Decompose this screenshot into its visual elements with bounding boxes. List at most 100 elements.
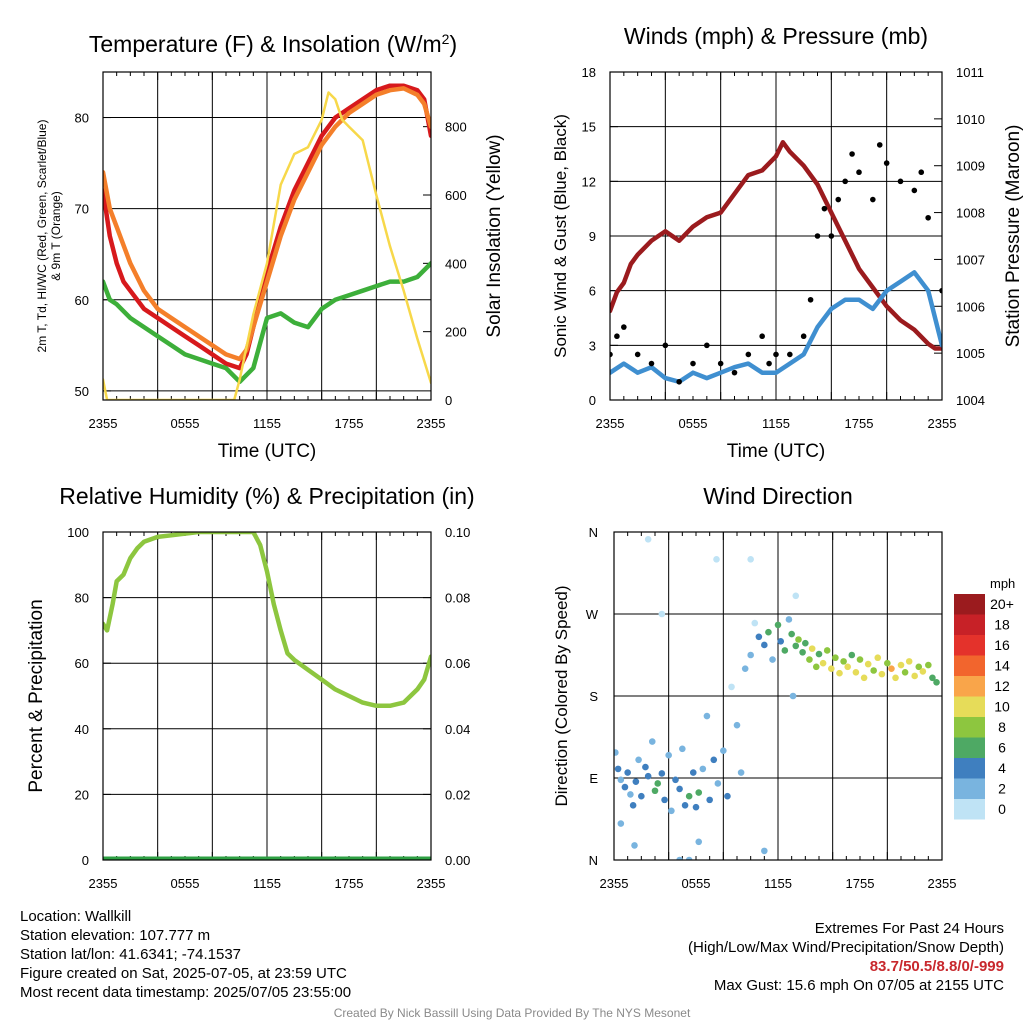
plot-frame [102,71,432,401]
x-tick-label: 2355 [928,416,957,431]
y-tick-label-right: 1007 [956,252,985,267]
y-tick-label: 0 [82,853,89,868]
direction-point [747,651,754,659]
direction-point [823,647,831,654]
legend-swatch [954,676,985,697]
y-tick-label-right: 1010 [956,112,985,127]
direction-point [925,661,932,669]
direction-point [852,669,860,676]
chart-title: Temperature (F) & Insolation (W/m2) [89,31,457,57]
legend-swatch [954,696,985,717]
direction-point [676,785,683,793]
y-tick-label-right: 400 [445,256,467,271]
plot-area [103,532,431,860]
direction-point [695,789,703,796]
y-tick-label: 3 [589,338,596,353]
x-tick-label: 2355 [600,876,629,891]
direction-point [836,669,843,677]
direction-point [614,765,622,773]
recent-text: Most recent data timestamp: 2025/07/05 2… [20,984,352,1001]
gust-point [835,196,842,203]
direction-point [915,663,923,671]
created-text: Figure created on Sat, 2025-07-05, at 23… [20,965,347,982]
x-tick-label: 1755 [846,876,875,891]
plot-area [614,535,940,860]
gust-point [745,351,752,358]
direction-point [672,776,679,784]
gust-point [828,233,835,239]
gust-point [925,214,931,221]
direction-point [897,661,905,669]
series-line-station-pressure [610,140,942,351]
x-tick-label: 2355 [417,876,446,891]
title-tail: ) [449,31,457,57]
direction-point [781,647,789,654]
direction-point [806,656,813,663]
y-tick-label: 15 [582,120,596,135]
y-tick-label-right: 1005 [956,346,985,361]
direction-point [644,772,652,780]
direction-point [648,738,656,745]
gust-point [648,360,655,367]
gust-point [614,333,620,340]
x-tick-label: 1155 [764,876,792,891]
direction-point [631,842,638,849]
direction-point [642,763,649,771]
direction-point [828,665,835,672]
direction-point [911,672,918,680]
direction-point [654,780,662,787]
direction-point [933,679,940,686]
y-tick-label-right: 600 [445,188,467,203]
direction-point [848,651,856,659]
direction-point [689,769,697,776]
gust-point [731,369,738,376]
chart-rh: Relative Humidity (%) & Precipitation (i… [26,483,475,891]
direction-point [808,645,816,652]
y-tick-label: 12 [582,174,596,189]
gust-point [717,360,724,367]
chart-title: Wind Direction [703,483,853,509]
direction-point [795,636,802,643]
legend-label: 14 [994,658,1010,674]
legend-label: 18 [994,617,1010,633]
extremes-legend: (High/Low/Max Wind/Precipitation/Snow De… [688,939,1004,956]
gust-point [821,205,828,212]
station-info: Location: Wallkill Station elevation: 10… [20,907,351,1002]
x-tick-label: 0555 [679,416,708,431]
legend-label: 0 [998,801,1006,817]
chart-temp: Temperature (F) & Insolation (W/m2) 50 60 7… [35,31,505,462]
direction-point [761,847,768,855]
gust-point [787,351,793,358]
direction-point [710,756,718,764]
direction-point [617,776,625,784]
y-tick-label-right: 1006 [956,299,985,314]
direction-point [685,856,693,860]
y-tick-label-right: 200 [445,325,467,340]
direction-point [769,656,776,663]
gust-point [939,287,942,294]
gust-point [856,169,862,176]
direction-point [692,803,700,811]
direction-point [651,787,659,795]
gust-point [676,378,682,385]
direction-point [658,770,666,777]
direction-point [901,669,909,676]
gust-point [870,196,876,203]
direction-point [728,683,735,691]
chart-title: Winds (mph) & Pressure (mb) [624,23,928,49]
x-tick-label: 0555 [682,876,711,891]
plot-frame [609,71,943,401]
gust-point [800,333,807,340]
direction-point [874,654,882,662]
y-tick-label-right: 0.08 [445,591,470,606]
direction-point [665,751,672,759]
direction-point [724,792,731,800]
legend-swatch [954,799,985,820]
series-line-9m-t [103,86,431,362]
y-axis-label: Sonic Wind & Gust (Blue, Black) [551,114,570,358]
location-text: Location: Wallkill [20,908,132,925]
y-tick-label-right: 800 [445,120,467,135]
direction-point [751,619,759,627]
chart-wind: Winds (mph) & Pressure (mb) 0 3 6 9 12 15 18 100… [551,23,1024,462]
gust-point [897,178,904,185]
